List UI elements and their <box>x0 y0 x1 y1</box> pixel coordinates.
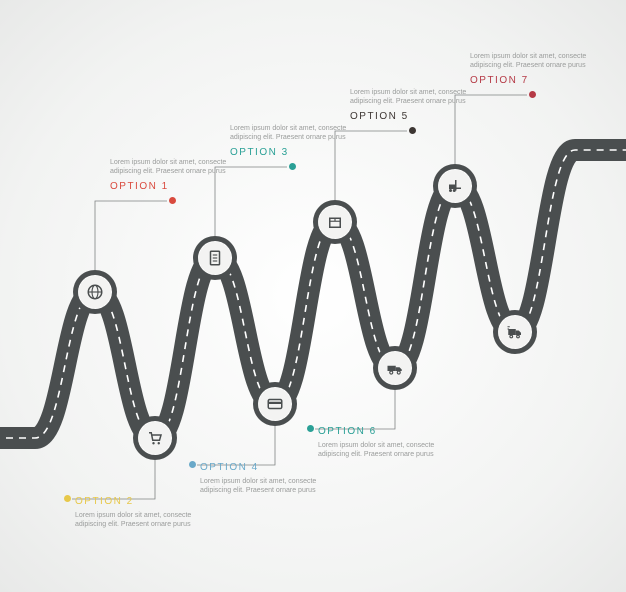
option-dot-7 <box>529 91 536 98</box>
option-callout-5: Lorem ipsum dolor sit amet, consecte adi… <box>350 88 470 126</box>
option-body-1: Lorem ipsum dolor sit amet, consecte adi… <box>110 158 230 177</box>
option-label-4: OPTION 4 <box>200 462 320 473</box>
road-node-document <box>193 236 237 280</box>
road-node-cart <box>133 416 177 460</box>
option-dot-1 <box>169 197 176 204</box>
option-body-2: Lorem ipsum dolor sit amet, consecte adi… <box>75 511 195 530</box>
road-node-shipping <box>493 310 537 354</box>
option-dot-5 <box>409 127 416 134</box>
leader-line-2 <box>72 460 155 499</box>
option-body-3: Lorem ipsum dolor sit amet, consecte adi… <box>230 124 350 143</box>
box-icon <box>326 213 344 231</box>
option-dot-3 <box>289 163 296 170</box>
truck-icon <box>386 359 404 377</box>
option-callout-1: Lorem ipsum dolor sit amet, consecte adi… <box>110 158 230 196</box>
cart-icon <box>146 429 164 447</box>
option-label-3: OPTION 3 <box>230 147 350 158</box>
option-body-6: Lorem ipsum dolor sit amet, consecte adi… <box>318 441 438 460</box>
leader-line-6 <box>315 390 395 429</box>
option-body-5: Lorem ipsum dolor sit amet, consecte adi… <box>350 88 470 107</box>
road-node-box <box>313 200 357 244</box>
infographic-stage: Lorem ipsum dolor sit amet, consecte adi… <box>0 0 626 592</box>
option-callout-6: OPTION 6 Lorem ipsum dolor sit amet, cons… <box>318 426 438 460</box>
option-callout-4: OPTION 4 Lorem ipsum dolor sit amet, cons… <box>200 462 320 496</box>
option-callout-3: Lorem ipsum dolor sit amet, consecte adi… <box>230 124 350 162</box>
option-callout-7: Lorem ipsum dolor sit amet, consecte adi… <box>470 52 590 90</box>
option-dot-4 <box>189 461 196 468</box>
option-label-1: OPTION 1 <box>110 181 230 192</box>
globe-icon <box>86 283 104 301</box>
road-node-truck <box>373 346 417 390</box>
option-label-7: OPTION 7 <box>470 75 590 86</box>
option-label-5: OPTION 5 <box>350 111 470 122</box>
shipping-icon <box>506 323 524 341</box>
option-dot-6 <box>307 425 314 432</box>
option-label-2: OPTION 2 <box>75 496 195 507</box>
option-label-6: OPTION 6 <box>318 426 438 437</box>
option-body-4: Lorem ipsum dolor sit amet, consecte adi… <box>200 477 320 496</box>
option-dot-2 <box>64 495 71 502</box>
forklift-icon <box>446 177 464 195</box>
road-node-forklift <box>433 164 477 208</box>
document-icon <box>206 249 224 267</box>
road-node-card <box>253 382 297 426</box>
leader-line-1 <box>95 201 167 270</box>
option-callout-2: OPTION 2 Lorem ipsum dolor sit amet, cons… <box>75 496 195 530</box>
leader-line-4 <box>197 426 275 465</box>
option-body-7: Lorem ipsum dolor sit amet, consecte adi… <box>470 52 590 71</box>
road-node-globe <box>73 270 117 314</box>
card-icon <box>266 395 284 413</box>
